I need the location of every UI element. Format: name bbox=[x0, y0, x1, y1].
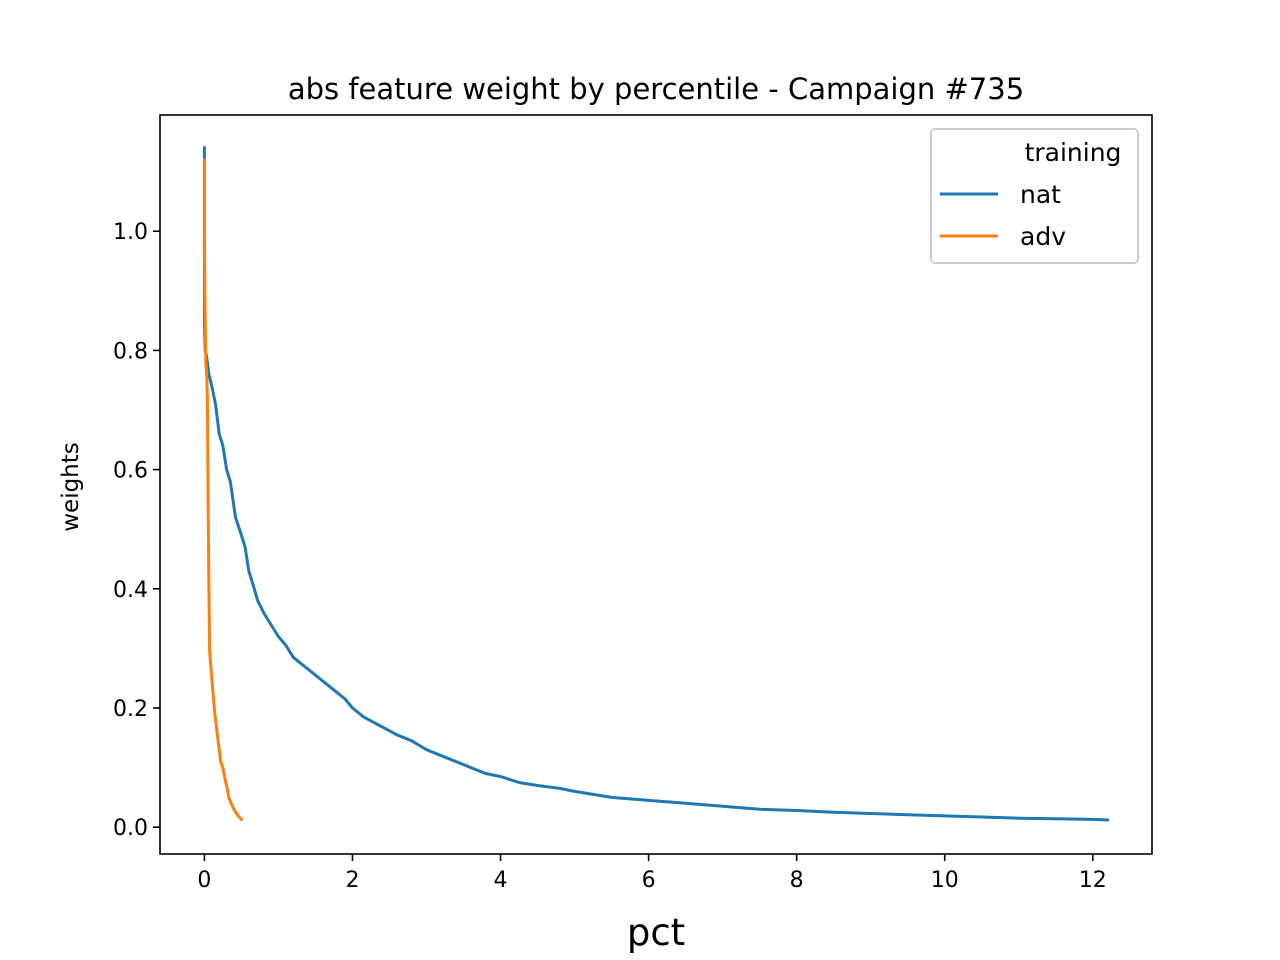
plot-area bbox=[202, 146, 1110, 822]
series-line-adv bbox=[202, 158, 244, 822]
y-tick-label: 0.0 bbox=[113, 816, 148, 841]
x-tick-label: 2 bbox=[345, 868, 359, 893]
legend: training nat adv bbox=[930, 128, 1139, 264]
legend-title: training bbox=[1025, 138, 1122, 167]
x-tick-label: 0 bbox=[197, 868, 211, 893]
y-tick-label: 0.6 bbox=[113, 459, 148, 484]
x-tick-label: 8 bbox=[790, 868, 804, 893]
legend-label-nat: nat bbox=[1020, 180, 1061, 209]
chart-title: abs feature weight by percentile - Campa… bbox=[288, 72, 1024, 106]
y-tick-label: 0.8 bbox=[113, 339, 148, 364]
series-line-nat bbox=[202, 146, 1110, 822]
y-tick-label: 0.4 bbox=[113, 578, 148, 603]
legend-box bbox=[930, 128, 1139, 264]
x-tick-label: 4 bbox=[494, 868, 508, 893]
axes: 0 2 4 6 8 10 12 0.0 0.2 0.4 0.6 0.8 1.0 bbox=[113, 114, 1153, 893]
axes-frame bbox=[159, 114, 1153, 855]
x-tick-label: 12 bbox=[1079, 868, 1107, 893]
y-tick-label: 0.2 bbox=[113, 697, 148, 722]
y-tick-label: 1.0 bbox=[113, 220, 148, 245]
x-tick-label: 6 bbox=[642, 868, 656, 893]
x-tick-label: 10 bbox=[931, 868, 959, 893]
x-axis-label: pct bbox=[627, 911, 685, 954]
legend-label-adv: adv bbox=[1020, 222, 1066, 251]
y-axis-label: weights bbox=[58, 442, 84, 532]
